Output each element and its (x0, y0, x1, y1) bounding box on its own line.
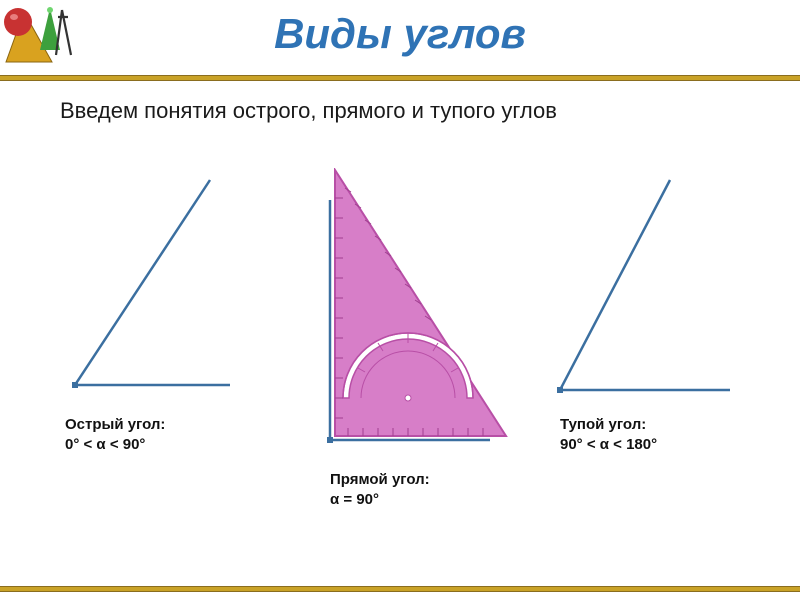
right-angle-label: Прямой угол: α = 90° (330, 470, 430, 511)
right-label-line2: α = 90° (330, 490, 430, 510)
obtuse-angle-diagram (0, 140, 760, 410)
obtuse-label-line1: Тупой угол: (560, 415, 657, 435)
header: Виды углов (0, 0, 800, 90)
footer-divider (0, 586, 800, 592)
subtitle-text: Введем понятия острого, прямого и тупого… (60, 98, 557, 124)
title-banner: Виды углов (0, 10, 800, 58)
right-label-line1: Прямой угол: (330, 470, 430, 490)
diagram-area: Острый угол: 0° < α < 90° Прямой угол: α… (0, 140, 800, 560)
obtuse-angle-label: Тупой угол: 90° < α < 180° (560, 415, 657, 456)
page-title: Виды углов (274, 10, 526, 57)
obtuse-label-line2: 90° < α < 180° (560, 435, 657, 455)
header-divider (0, 75, 800, 81)
